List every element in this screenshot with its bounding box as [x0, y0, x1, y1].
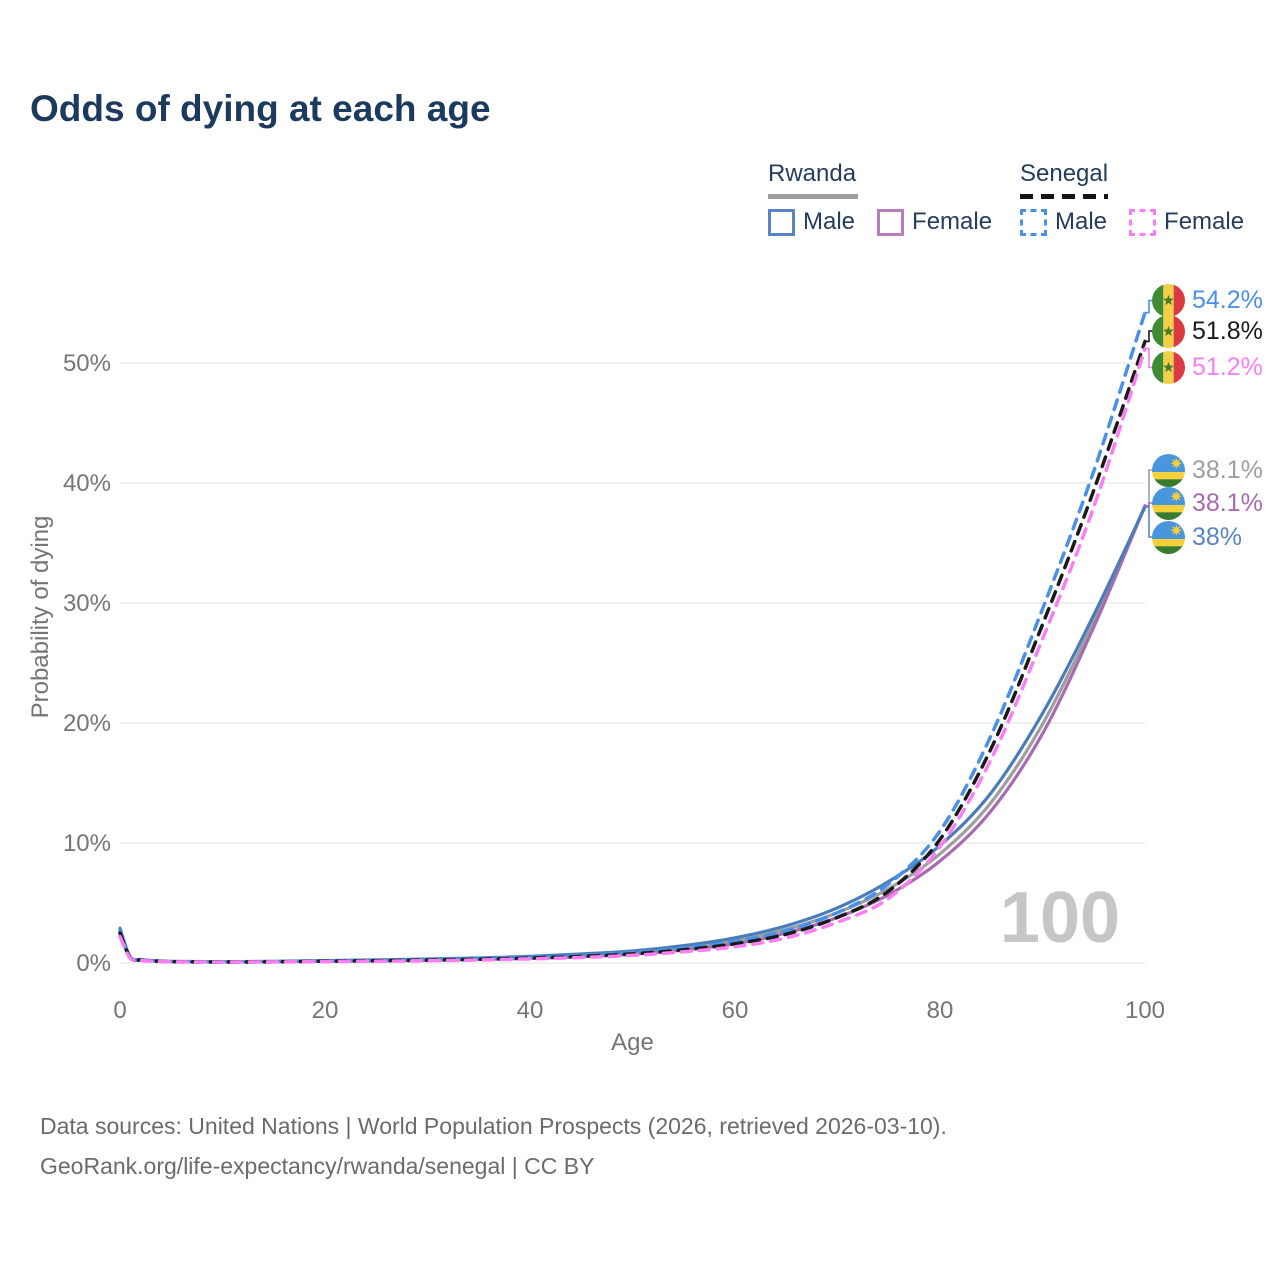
- y-axis-title: Probability of dying: [27, 516, 54, 719]
- y-tick-label: 40%: [63, 470, 111, 497]
- legend-item-label: Female: [1164, 208, 1245, 235]
- legend-country-rwanda: Rwanda: [768, 160, 857, 187]
- rwanda-flag-icon: [1152, 487, 1185, 520]
- age-counter-watermark: 100: [1000, 878, 1120, 958]
- label-connector-senegal-combined: [1145, 330, 1153, 343]
- series-line-rwanda-female: [118, 504, 1147, 964]
- label-connector-senegal-male: [1145, 299, 1153, 314]
- x-tick-label: 0: [113, 997, 126, 1024]
- legend-item-label: Female: [912, 208, 993, 235]
- rwanda-female-line-swatch: [877, 208, 905, 236]
- end-label-senegal-female: 51.2%: [1152, 351, 1263, 385]
- senegal-flag-icon: [1152, 351, 1185, 384]
- end-value: 51.2%: [1192, 353, 1263, 381]
- y-tick-label: 0%: [76, 950, 111, 977]
- end-label-rwanda-combined: 38.1%: [1152, 453, 1263, 487]
- legend-group-rwanda: Rwanda Male Female: [768, 160, 992, 236]
- end-value: 38%: [1192, 522, 1243, 551]
- senegal-male-line-swatch: [1020, 208, 1047, 236]
- y-tick-label: 50%: [63, 350, 111, 377]
- legend-item-label: Male: [803, 208, 856, 235]
- series-line-senegal-male: [118, 310, 1147, 964]
- x-tick-label: 20: [312, 997, 339, 1024]
- end-value: 54.2%: [1192, 286, 1263, 314]
- legend-country-senegal: Senegal: [1020, 160, 1109, 187]
- end-label-rwanda-male: 38%: [1152, 520, 1242, 554]
- end-label-rwanda-female: 38.1%: [1152, 486, 1263, 520]
- y-tick-label: 30%: [63, 590, 111, 617]
- x-tick-label: 100: [1125, 997, 1165, 1024]
- legend-item-senegal-male[interactable]: Male: [1020, 208, 1107, 236]
- series-line-rwanda-combined: [118, 504, 1147, 964]
- end-value: 38.1%: [1192, 455, 1263, 484]
- legend-item-label: Male: [1055, 208, 1108, 235]
- rwanda-male-line-swatch: [768, 208, 795, 236]
- footer-attribution-line: GeoRank.org/life-expectancy/rwanda/seneg…: [40, 1153, 595, 1179]
- footer-sources-line: Data sources: United Nations | World Pop…: [40, 1113, 947, 1139]
- legend-item-rwanda-female[interactable]: Female: [877, 208, 992, 236]
- senegal-female-line-swatch: [1129, 208, 1157, 236]
- legend-item-rwanda-male[interactable]: Male: [768, 208, 855, 236]
- label-connector-rwanda-female: [1145, 502, 1153, 507]
- legend-underline-senegal-dashed: [1020, 194, 1108, 199]
- rwanda-flag-icon: [1152, 521, 1185, 554]
- senegal-flag-icon: [1152, 315, 1185, 348]
- series-line-senegal-female: [118, 346, 1147, 964]
- end-value: 51.8%: [1192, 316, 1263, 345]
- legend-group-senegal: Senegal Male Female: [1020, 160, 1244, 236]
- series-line-senegal-combined: [118, 339, 1147, 964]
- end-label-senegal-combined: 51.8%: [1152, 314, 1263, 348]
- y-tick-label: 10%: [63, 830, 111, 857]
- legend-item-senegal-female[interactable]: Female: [1129, 208, 1244, 236]
- x-tick-label: 80: [927, 997, 954, 1024]
- rwanda-flag-icon: [1152, 454, 1185, 487]
- senegal-flag-icon: [1152, 284, 1185, 317]
- x-tick-label: 60: [722, 997, 749, 1024]
- series-line-rwanda-male: [118, 505, 1147, 964]
- x-axis-title: Age: [611, 1029, 654, 1056]
- data-source-footer: Data sources: United Nations | World Pop…: [40, 1106, 947, 1186]
- end-label-senegal-male: 54.2%: [1152, 284, 1263, 318]
- end-value: 38.1%: [1192, 488, 1263, 517]
- x-tick-label: 40: [517, 997, 544, 1024]
- y-tick-label: 20%: [63, 710, 111, 737]
- label-connector-senegal-female: [1145, 347, 1153, 369]
- page-title: Odds of dying at each age: [30, 88, 491, 129]
- label-connector-rwanda-male: [1145, 506, 1153, 538]
- legend-underline-rwanda-solid: [768, 194, 858, 199]
